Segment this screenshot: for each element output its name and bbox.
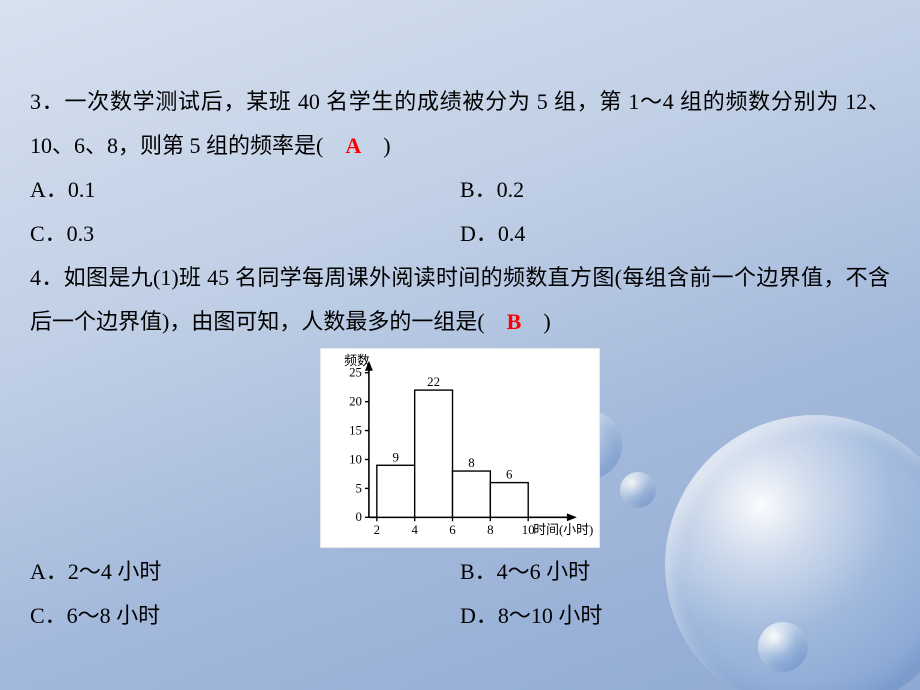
svg-text:0: 0	[356, 510, 362, 524]
svg-text:22: 22	[427, 375, 440, 389]
q3-text: 3．一次数学测试后，某班 40 名学生的成绩被分为 5 组，第 1～4 组的频数…	[30, 80, 890, 168]
q4-answer: B	[507, 309, 522, 334]
q4-text: 4．如图是九(1)班 45 名同学每周课外阅读时间的频数直方图(每组含前一个边界…	[30, 256, 890, 344]
svg-text:9: 9	[393, 450, 399, 464]
q4-option-c: C．6～8 小时	[30, 594, 460, 638]
svg-text:15: 15	[349, 424, 362, 438]
q4-option-d: D．8～10 小时	[460, 594, 890, 638]
q3-options: A．0.1 B．0.2 C．0.3 D．0.4	[30, 168, 890, 256]
svg-text:时间(小时): 时间(小时)	[533, 523, 593, 537]
svg-text:频数: 频数	[344, 354, 370, 368]
page-content: 3．一次数学测试后，某班 40 名学生的成绩被分为 5 组，第 1～4 组的频数…	[0, 0, 920, 668]
q4-stem: 4．如图是九(1)班 45 名同学每周课外阅读时间的频数直方图(每组含前一个边界…	[30, 265, 890, 334]
svg-text:6: 6	[449, 523, 456, 537]
q3-option-d: D．0.4	[460, 212, 890, 256]
svg-text:4: 4	[411, 523, 418, 537]
q3-answer: A	[345, 133, 361, 158]
q4-option-b: B．4～6 小时	[460, 550, 890, 594]
histogram-chart: 051015202524681092286频数时间(小时)	[320, 348, 600, 548]
q3-option-c: C．0.3	[30, 212, 460, 256]
q3-option-b: B．0.2	[460, 168, 890, 212]
q4-option-a: A．2～4 小时	[30, 550, 460, 594]
svg-text:2: 2	[374, 523, 380, 537]
q4-stem-tail: )	[521, 309, 550, 334]
q3-stem: 3．一次数学测试后，某班 40 名学生的成绩被分为 5 组，第 1～4 组的频数…	[30, 89, 890, 158]
svg-text:10: 10	[349, 452, 362, 466]
q4-options: A．2～4 小时 B．4～6 小时 C．6～8 小时 D．8～10 小时	[30, 550, 890, 638]
svg-text:8: 8	[468, 456, 474, 470]
svg-text:6: 6	[506, 468, 513, 482]
q3-stem-tail: )	[361, 133, 390, 158]
q3-option-a: A．0.1	[30, 168, 460, 212]
svg-text:5: 5	[356, 481, 362, 495]
svg-text:20: 20	[349, 395, 362, 409]
svg-text:8: 8	[487, 523, 493, 537]
